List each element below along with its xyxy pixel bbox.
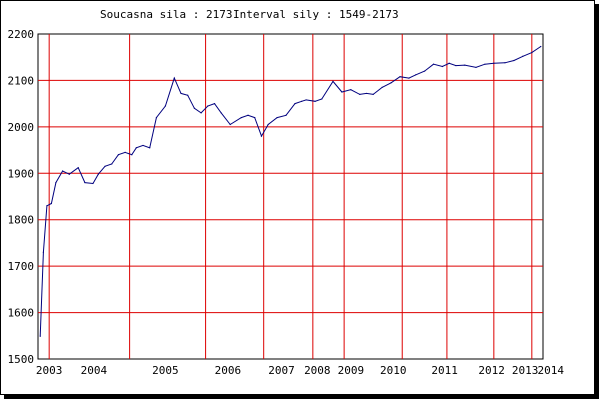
data-point (399, 76, 401, 78)
data-point (522, 55, 524, 57)
y-tick-label: 1700 (8, 260, 35, 273)
y-tick-label: 1800 (8, 214, 35, 227)
x-tick-labels: 2003 2004 2005 2006 2007 2008 2009 2010 2011 2012… (36, 364, 564, 377)
data-point (84, 181, 86, 184)
data-point (117, 154, 120, 156)
data-point (448, 62, 450, 64)
data-point (42, 251, 44, 253)
data-point (149, 147, 151, 149)
data-point (464, 64, 466, 66)
data-point (493, 62, 495, 64)
grid-layer (38, 34, 543, 359)
data-point (254, 116, 256, 119)
data-point (61, 170, 64, 172)
data-point (267, 123, 269, 126)
data-point (531, 51, 533, 54)
data-point (68, 173, 70, 175)
data-point (97, 173, 99, 175)
x-tick-label: 2011 (431, 364, 458, 377)
series-layer (39, 45, 542, 337)
data-point (142, 144, 144, 147)
data-point (111, 163, 113, 165)
y-tick-label: 1600 (8, 307, 35, 320)
y-tick-label: 2100 (8, 74, 35, 87)
data-point (46, 205, 48, 207)
data-point (372, 93, 374, 95)
data-point (504, 62, 506, 64)
data-point (207, 105, 209, 107)
data-point (77, 167, 79, 169)
data-point (301, 100, 303, 102)
data-point (365, 92, 368, 95)
data-point (350, 89, 352, 91)
y-tick-label: 2200 (8, 28, 35, 41)
data-point (39, 335, 41, 337)
data-point (155, 116, 158, 119)
data-point (332, 80, 334, 82)
data-point (294, 103, 296, 105)
header-force-interval: Interval sily : 1549-2173 (233, 8, 399, 21)
x-tick-label: 2012 (478, 364, 505, 377)
plot-area (37, 33, 544, 360)
data-point (285, 114, 287, 116)
x-tick-label: 2008 (304, 364, 331, 377)
y-tick-label: 1500 (8, 353, 35, 366)
y-tick-labels: 1500 1600 1700 1800 1900 2000 2100 2200 (8, 28, 35, 366)
data-point (220, 112, 222, 114)
data-point (455, 64, 457, 67)
x-tick-label: 2006 (215, 364, 242, 377)
data-point (423, 70, 426, 72)
data-point (260, 135, 263, 137)
data-point (173, 77, 175, 79)
data-point (104, 165, 106, 167)
x-tick-label: 2004 (81, 364, 108, 377)
data-point (513, 59, 515, 62)
data-point (180, 92, 182, 95)
data-point (432, 63, 435, 65)
x-tick-label: 2007 (268, 364, 295, 377)
x-tick-label: 2009 (338, 364, 365, 377)
x-tick-label: 2005 (152, 364, 179, 377)
data-point (131, 154, 133, 156)
header-current-force: Soucasna sila : 2173 (100, 8, 232, 21)
data-point (305, 99, 307, 101)
data-point (55, 181, 57, 184)
data-point (475, 66, 477, 69)
data-point (381, 86, 383, 88)
data-point (50, 202, 53, 205)
x-tick-label: 2014 (538, 364, 565, 377)
data-point (92, 182, 94, 185)
data-point (484, 63, 486, 65)
data-point (408, 77, 410, 79)
data-point (229, 123, 231, 126)
data-point (164, 105, 166, 107)
y-tick-label: 2000 (8, 121, 35, 134)
data-point (213, 103, 216, 105)
data-point (247, 114, 249, 116)
data-point (321, 98, 323, 100)
data-point (314, 100, 316, 102)
data-point (193, 107, 196, 109)
data-point (276, 116, 278, 119)
data-point (540, 45, 542, 48)
data-point (124, 151, 126, 153)
data-point (441, 65, 444, 68)
data-point (390, 82, 392, 84)
data-point (135, 147, 137, 149)
x-tick-label: 2010 (380, 364, 407, 377)
data-point (415, 74, 417, 76)
data-point (200, 112, 202, 114)
x-tick-label: 2003 (36, 364, 63, 377)
x-tick-label: 2013 (512, 364, 539, 377)
data-point (187, 94, 189, 96)
data-point (341, 91, 343, 93)
data-point (359, 93, 361, 95)
y-tick-label: 1900 (8, 167, 35, 180)
data-point (240, 116, 242, 119)
